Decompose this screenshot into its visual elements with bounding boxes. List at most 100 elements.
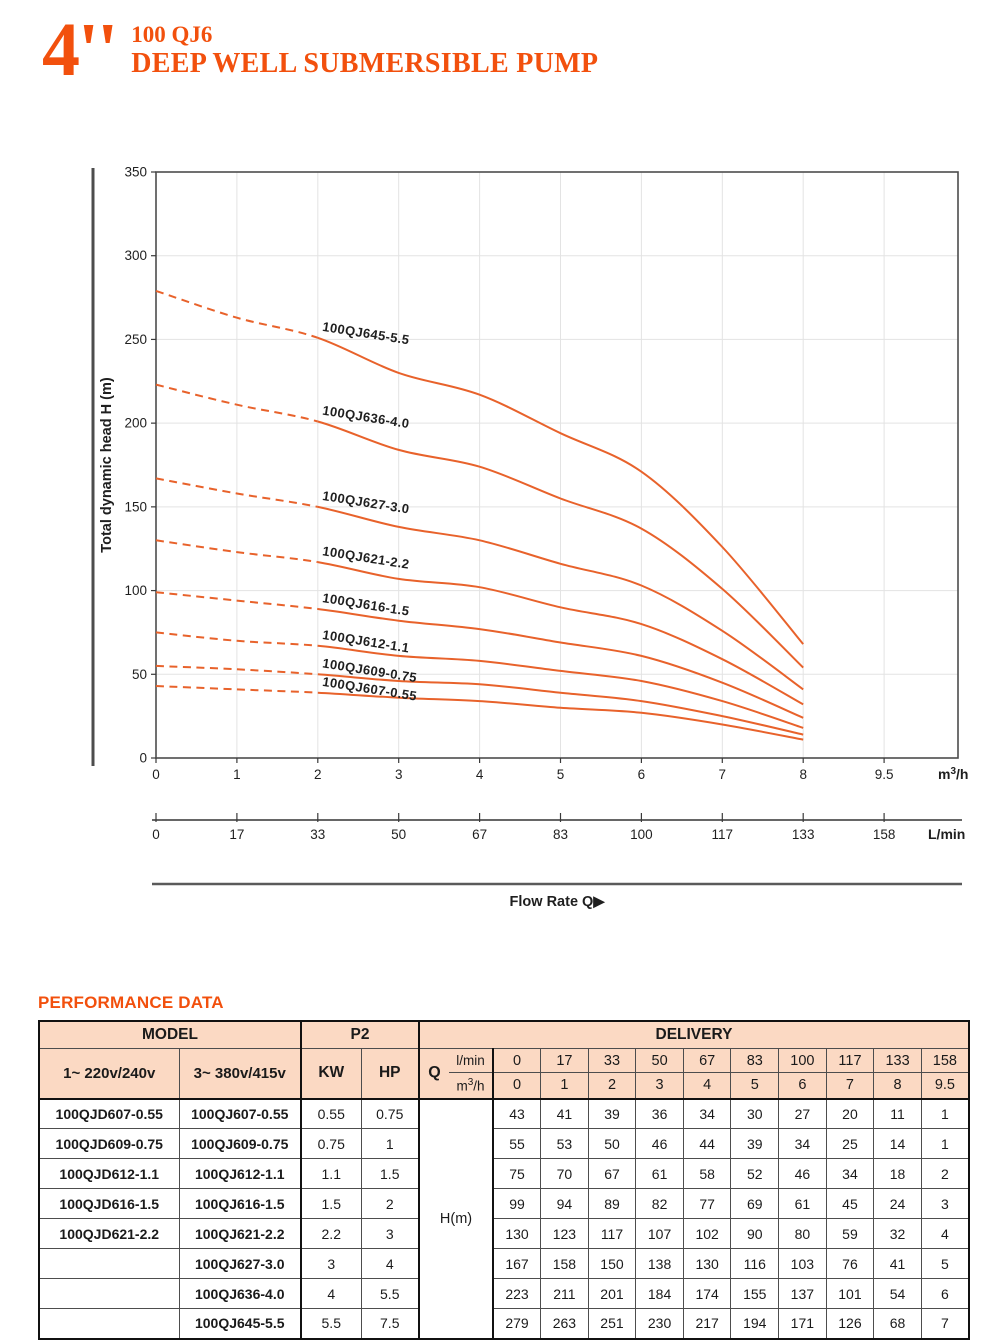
- x-tick-label: 3: [395, 767, 403, 782]
- curve-dashed-100QJ645-5.5: [155, 289, 319, 339]
- curve-solid-100QJ612-1.1: [317, 644, 804, 729]
- delivery-m3h-value: 4: [682, 1072, 732, 1100]
- delivery-lmin-value: 33: [587, 1048, 637, 1073]
- table-group-header-row: MODEL P2 DELIVERY: [38, 1020, 970, 1049]
- kw-value: 3: [300, 1248, 362, 1279]
- delivery-value: 116: [730, 1248, 780, 1279]
- delivery-value: 61: [778, 1188, 827, 1219]
- table-row: 100QJD609-0.75 100QJ609-0.75 0.75 1 55 5…: [38, 1128, 970, 1159]
- delivery-value: 130: [682, 1248, 732, 1279]
- lmin-tick-label: 83: [553, 827, 568, 842]
- y-tick-label: 100: [124, 583, 147, 598]
- delivery-value: 90: [730, 1218, 780, 1249]
- delivery-lmin-value: 83: [730, 1048, 780, 1073]
- lmin-tick-label: 117: [712, 827, 734, 842]
- delivery-m3h-value: 2: [587, 1072, 637, 1100]
- delivery-value: 59: [825, 1218, 875, 1249]
- delivery-value: 69: [730, 1188, 780, 1219]
- delivery-m3h-value: 8: [873, 1072, 922, 1100]
- delivery-value: 14: [873, 1128, 922, 1159]
- delivery-value: 99: [492, 1188, 542, 1219]
- model-3ph: 100QJ645-5.5: [178, 1308, 302, 1339]
- pump-performance-chart: Total dynamic head H (m)0501001502002503…: [91, 165, 968, 910]
- delivery-value: 34: [778, 1128, 827, 1159]
- curve-label-100QJ627-3.0: 100QJ627-3.0: [321, 488, 410, 517]
- table-row: 100QJD612-1.1 100QJ612-1.1 1.1 1.5 75 70…: [38, 1158, 970, 1189]
- delivery-value: 130: [492, 1218, 542, 1249]
- delivery-value: 279: [492, 1308, 542, 1339]
- delivery-value: 76: [825, 1248, 875, 1279]
- pump-size: 4'': [42, 8, 118, 92]
- delivery-m3h-value: 6: [778, 1072, 827, 1100]
- delivery-lmin-value: 17: [540, 1048, 589, 1073]
- model-1ph: 100QJD621-2.2: [38, 1218, 180, 1249]
- x-axis-lmin: [152, 813, 962, 822]
- y-tick-label: 350: [124, 165, 147, 180]
- delivery-value: 80: [778, 1218, 827, 1249]
- x-axis-m3h: m3/h: [155, 758, 968, 782]
- delivery-value: 137: [778, 1278, 827, 1309]
- delivery-value: 20: [825, 1098, 875, 1129]
- kw-value: 0.55: [300, 1098, 362, 1129]
- delivery-value: 1: [920, 1128, 970, 1159]
- kw-value: 1.5: [300, 1188, 362, 1219]
- m3h-post: /h: [473, 1078, 485, 1094]
- delivery-value: 77: [682, 1188, 732, 1219]
- delivery-lmin-value: 158: [920, 1048, 970, 1073]
- lmin-tick-label: 0: [152, 827, 160, 842]
- x-axis-unit-m3h: m3/h: [938, 766, 968, 782]
- delivery-lmin-value: 67: [682, 1048, 732, 1073]
- y-tick-label: 50: [132, 667, 147, 682]
- column-header-hp: HP: [360, 1048, 420, 1100]
- delivery-value: 61: [635, 1158, 684, 1189]
- delivery-value: 123: [540, 1218, 589, 1249]
- model-3ph: 100QJ612-1.1: [178, 1158, 302, 1189]
- curve-solid-100QJ607-0.55: [317, 691, 804, 741]
- column-header-kw: KW: [300, 1048, 362, 1100]
- delivery-value: 36: [635, 1098, 684, 1129]
- kw-value: 2.2: [300, 1218, 362, 1249]
- curve-solid-100QJ645-5.5: [317, 336, 804, 645]
- delivery-value: 41: [873, 1248, 922, 1279]
- curve-solid-100QJ621-2.2: [317, 561, 804, 706]
- delivery-value: 82: [635, 1188, 684, 1219]
- delivery-value: 101: [825, 1278, 875, 1309]
- hp-value: 1: [360, 1128, 420, 1159]
- curve-dashed-100QJ627-3.0: [155, 477, 319, 508]
- delivery-lmin-value: 100: [778, 1048, 827, 1073]
- x-tick-label: 0: [152, 767, 160, 782]
- y-tick-label: 200: [124, 416, 147, 431]
- y-tick-label: 250: [124, 332, 147, 347]
- curve-solid-100QJ636-4.0: [317, 420, 804, 669]
- model-group-header: MODEL: [38, 1020, 302, 1049]
- delivery-value: 2: [920, 1158, 970, 1189]
- delivery-value: 194: [730, 1308, 780, 1339]
- delivery-m3h-value: 9.5: [920, 1072, 970, 1100]
- product-titles: 100 QJ6 DEEP WELL SUBMERSIBLE PUMP: [131, 14, 598, 80]
- delivery-value: 39: [730, 1128, 780, 1159]
- lmin-tick-label: 33: [310, 827, 325, 842]
- x-tick-label: 4: [476, 767, 484, 782]
- delivery-value: 6: [920, 1278, 970, 1309]
- delivery-value: 32: [873, 1218, 922, 1249]
- model-1ph: 100QJD609-0.75: [38, 1128, 180, 1159]
- performance-data-table: MODEL P2 DELIVERY 1~ 220v/240v 3~ 380v/4…: [38, 1020, 970, 1340]
- hp-value: 1.5: [360, 1158, 420, 1189]
- delivery-value: 39: [587, 1098, 637, 1129]
- kw-value: 1.1: [300, 1158, 362, 1189]
- delivery-value: 103: [778, 1248, 827, 1279]
- delivery-value: 25: [825, 1128, 875, 1159]
- delivery-m3h-value: 1: [540, 1072, 589, 1100]
- delivery-value: 7: [920, 1308, 970, 1339]
- pump-series: 100 QJ6: [131, 22, 213, 47]
- y-tick-label: 300: [124, 248, 147, 263]
- table-subheader-row-lmin: 1~ 220v/240v 3~ 380v/415v KW HP Q l/min …: [38, 1048, 970, 1100]
- hp-value: 2: [360, 1188, 420, 1219]
- unit-label-m3h: m3/h: [449, 1072, 494, 1100]
- delivery-value: 201: [587, 1278, 637, 1309]
- delivery-group-header: DELIVERY: [418, 1020, 970, 1049]
- delivery-value: 24: [873, 1188, 922, 1219]
- delivery-value: 11: [873, 1098, 922, 1129]
- flow-rate-label: Flow Rate Q▶: [510, 894, 607, 910]
